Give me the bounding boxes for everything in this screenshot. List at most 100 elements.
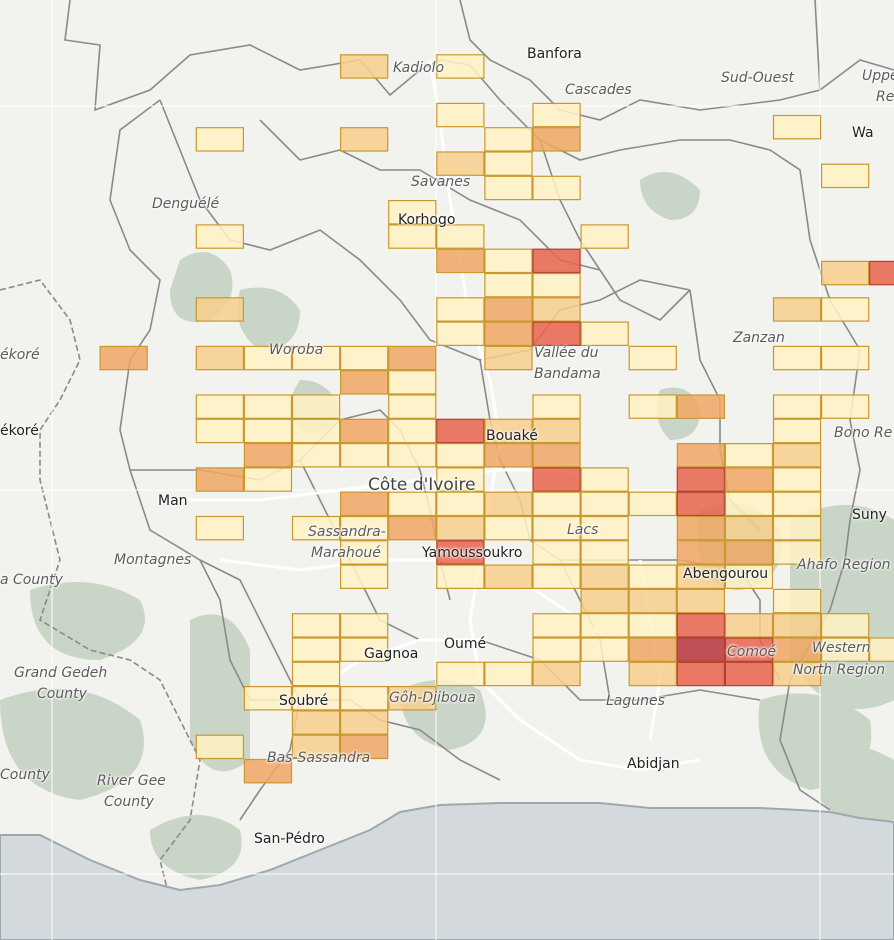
heat-cell[interactable] bbox=[869, 260, 894, 286]
heat-cell[interactable] bbox=[820, 260, 870, 286]
heat-cell[interactable] bbox=[628, 491, 677, 517]
heat-cell[interactable] bbox=[580, 491, 629, 517]
heat-cell[interactable] bbox=[532, 491, 581, 517]
heat-cell[interactable] bbox=[340, 515, 389, 541]
heat-cell[interactable] bbox=[580, 637, 629, 662]
heat-cell[interactable] bbox=[772, 515, 822, 541]
heat-cell[interactable] bbox=[291, 515, 341, 541]
heat-cell[interactable] bbox=[484, 248, 533, 274]
heat-cell[interactable] bbox=[243, 758, 293, 784]
heat-cell[interactable] bbox=[532, 540, 581, 565]
heat-cell[interactable] bbox=[291, 394, 341, 419]
heat-cell[interactable] bbox=[772, 540, 822, 565]
heat-cell[interactable] bbox=[436, 443, 485, 468]
heat-cell[interactable] bbox=[340, 54, 389, 79]
heat-cell[interactable] bbox=[436, 491, 485, 517]
heat-cell[interactable] bbox=[532, 418, 581, 444]
heat-cell[interactable] bbox=[628, 345, 677, 371]
heat-cell[interactable] bbox=[628, 637, 677, 662]
heat-cell[interactable] bbox=[532, 297, 581, 322]
heat-cell[interactable] bbox=[484, 443, 533, 468]
heat-cell[interactable] bbox=[436, 102, 485, 128]
heat-cell[interactable] bbox=[676, 588, 725, 614]
heat-cell[interactable] bbox=[484, 564, 533, 589]
heat-cell[interactable] bbox=[436, 467, 485, 492]
heat-cell[interactable] bbox=[772, 345, 822, 371]
heat-cell[interactable] bbox=[388, 443, 437, 468]
heat-cell[interactable] bbox=[484, 321, 533, 347]
heat-cell[interactable] bbox=[772, 491, 822, 517]
heat-cell[interactable] bbox=[532, 321, 581, 347]
heat-cell[interactable] bbox=[628, 588, 677, 614]
heat-cell[interactable] bbox=[724, 661, 774, 687]
heat-cell[interactable] bbox=[580, 224, 629, 249]
heat-cell[interactable] bbox=[340, 613, 389, 638]
heat-cell[interactable] bbox=[772, 114, 822, 140]
heat-cell[interactable] bbox=[243, 345, 293, 371]
heat-cell[interactable] bbox=[291, 637, 341, 662]
heat-cell[interactable] bbox=[388, 685, 437, 711]
heat-cell[interactable] bbox=[820, 297, 870, 322]
heat-cell[interactable] bbox=[628, 394, 677, 419]
heat-cell[interactable] bbox=[484, 661, 533, 687]
heat-cell[interactable] bbox=[436, 418, 485, 444]
heat-cell[interactable] bbox=[580, 515, 629, 541]
heat-cell[interactable] bbox=[820, 163, 870, 189]
heat-cell[interactable] bbox=[388, 418, 437, 444]
heat-cell[interactable] bbox=[340, 710, 389, 735]
heat-cell[interactable] bbox=[820, 394, 870, 419]
heat-cell[interactable] bbox=[436, 297, 485, 322]
heat-cell[interactable] bbox=[820, 345, 870, 371]
heat-cell[interactable] bbox=[532, 661, 581, 687]
heat-cell[interactable] bbox=[195, 418, 245, 444]
heat-cell[interactable] bbox=[676, 613, 725, 638]
heat-cell[interactable] bbox=[195, 394, 245, 419]
heat-cell[interactable] bbox=[436, 661, 485, 687]
heat-cell[interactable] bbox=[340, 491, 389, 517]
heat-cell[interactable] bbox=[772, 661, 822, 687]
heat-cell[interactable] bbox=[724, 467, 774, 492]
heat-cell[interactable] bbox=[772, 637, 822, 662]
heat-cell[interactable] bbox=[340, 418, 389, 444]
heat-cell[interactable] bbox=[676, 515, 725, 541]
heat-cell[interactable] bbox=[195, 734, 245, 760]
heat-cell[interactable] bbox=[676, 661, 725, 687]
heat-cell[interactable] bbox=[291, 685, 341, 711]
heat-cell[interactable] bbox=[484, 272, 533, 298]
heat-cell[interactable] bbox=[195, 515, 245, 541]
heat-cell[interactable] bbox=[340, 637, 389, 662]
heat-cell[interactable] bbox=[195, 224, 245, 249]
heat-cell[interactable] bbox=[772, 418, 822, 444]
heat-cell[interactable] bbox=[532, 127, 581, 152]
heat-cell[interactable] bbox=[580, 321, 629, 347]
heat-cell[interactable] bbox=[772, 394, 822, 419]
heat-cell[interactable] bbox=[532, 175, 581, 201]
heat-cell[interactable] bbox=[436, 151, 485, 176]
heat-cell[interactable] bbox=[291, 613, 341, 638]
heat-cell[interactable] bbox=[291, 661, 341, 687]
heat-cell[interactable] bbox=[484, 151, 533, 176]
heat-cell[interactable] bbox=[628, 661, 677, 687]
heat-cell[interactable] bbox=[580, 467, 629, 492]
heat-cell[interactable] bbox=[388, 515, 437, 541]
heat-cell[interactable] bbox=[772, 443, 822, 468]
heat-cell[interactable] bbox=[484, 175, 533, 201]
heat-cell[interactable] bbox=[340, 540, 389, 565]
heat-cell[interactable] bbox=[243, 394, 293, 419]
heat-cell[interactable] bbox=[532, 515, 581, 541]
heat-cell[interactable] bbox=[724, 515, 774, 541]
heat-cell[interactable] bbox=[676, 564, 725, 589]
heat-cell[interactable] bbox=[820, 613, 870, 638]
heat-cell[interactable] bbox=[628, 564, 677, 589]
heat-cell[interactable] bbox=[243, 685, 293, 711]
heat-cell[interactable] bbox=[243, 467, 293, 492]
heat-cell[interactable] bbox=[724, 564, 774, 589]
heat-cell[interactable] bbox=[195, 127, 245, 152]
heat-cell[interactable] bbox=[388, 370, 437, 395]
heat-cell[interactable] bbox=[724, 613, 774, 638]
heat-cell[interactable] bbox=[340, 564, 389, 589]
heat-cell[interactable] bbox=[243, 418, 293, 444]
heat-cell[interactable] bbox=[195, 467, 245, 492]
heat-cell[interactable] bbox=[340, 345, 389, 371]
